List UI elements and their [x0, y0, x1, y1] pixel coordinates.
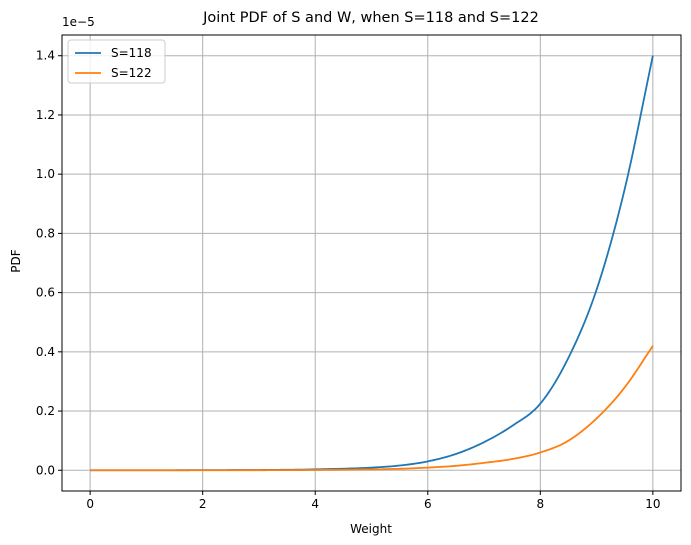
y-tick-label: 1.0: [36, 167, 55, 181]
series-line-2: [90, 345, 654, 472]
y-axis-label: PDF: [9, 249, 23, 272]
y-tick-label: 0.0: [36, 463, 55, 477]
x-tick-label: 6: [424, 497, 432, 511]
y-axis: 0.0 0.2 0.4 0.6 0.8 1.0 1.2 1.4: [36, 49, 62, 477]
legend-label: S=118: [111, 46, 152, 60]
x-axis-label: Weight: [350, 522, 392, 536]
series-line-1: [90, 55, 654, 472]
y-offset-text: 1e−5: [62, 15, 95, 29]
x-tick-label: 2: [199, 497, 207, 511]
y-tick-label: 0.6: [36, 286, 55, 300]
legend: S=118 S=122: [67, 39, 166, 84]
x-tick-label: 0: [86, 497, 94, 511]
x-tick-label: 4: [311, 497, 319, 511]
y-tick-label: 0.8: [36, 226, 55, 240]
chart-title: Joint PDF of S and W, when S=118 and S=1…: [202, 10, 539, 26]
y-tick-label: 1.2: [36, 108, 55, 122]
x-axis: 0 2 4 6 8 10: [86, 491, 661, 511]
plot-frame: [61, 34, 682, 492]
y-tick-label: 0.2: [36, 404, 55, 418]
grid: [62, 35, 681, 491]
x-tick-label: 8: [536, 497, 544, 511]
series-group: [90, 55, 654, 472]
y-tick-label: 1.4: [36, 49, 55, 63]
x-tick-label: 10: [645, 497, 660, 511]
y-tick-label: 0.4: [36, 345, 55, 359]
legend-label: S=122: [111, 66, 152, 80]
